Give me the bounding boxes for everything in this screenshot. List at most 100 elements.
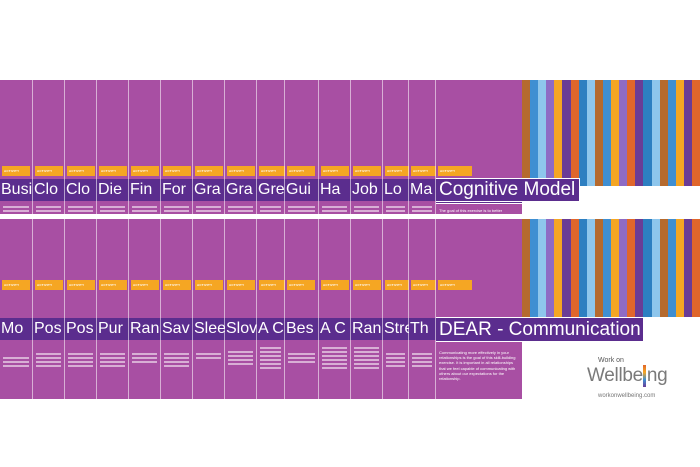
text-lines xyxy=(322,206,347,214)
text-lines xyxy=(132,206,157,214)
worksheet-title: Pos xyxy=(65,318,97,340)
stripe xyxy=(562,80,571,186)
worksheet-title: Lo xyxy=(383,179,409,201)
stripe xyxy=(602,80,612,186)
worksheet-card-20: ACTIVITY Sav xyxy=(161,219,193,399)
logo-main-text: Wellbeing xyxy=(587,365,668,386)
worksheet-title: Mo xyxy=(0,318,33,340)
stripe xyxy=(619,80,628,186)
activity-badge: ACTIVITY xyxy=(287,166,315,176)
worksheet-card-5: ACTIVITY Fin xyxy=(129,80,161,214)
worksheet-title: Gra xyxy=(193,179,225,201)
stripe xyxy=(578,219,587,317)
stripe xyxy=(554,219,563,317)
stripe xyxy=(611,219,620,317)
worksheet-card-8: ACTIVITY Gra xyxy=(225,80,257,214)
activity-badge: ACTIVITY xyxy=(259,280,285,290)
worksheet-title: Clo xyxy=(65,179,97,201)
worksheet-title: Slee xyxy=(193,318,225,340)
text-lines xyxy=(164,206,189,214)
worksheet-title: A C xyxy=(319,318,351,340)
worksheet-card-17: ACTIVITY Pos xyxy=(65,219,97,399)
worksheet-card-18: ACTIVITY Pur xyxy=(97,219,129,399)
text-lines xyxy=(196,353,221,361)
stripe xyxy=(570,219,579,317)
activity-badge: ACTIVITY xyxy=(67,280,95,290)
stripe xyxy=(667,80,676,186)
text-lines xyxy=(412,206,432,214)
work-on-wellbeing-logo: Work on Wellbeing workonwellbeing.com xyxy=(587,357,697,407)
activity-badge: ACTIVITY xyxy=(195,166,223,176)
worksheet-title: Ran xyxy=(351,318,383,340)
text-lines xyxy=(260,347,281,371)
worksheet-card-6: ACTIVITY For xyxy=(161,80,193,214)
activity-badge: ACTIVITY xyxy=(2,280,30,290)
worksheet-card-15: ACTIVITY Mo xyxy=(0,219,33,399)
activity-badge: ACTIVITY xyxy=(99,166,127,176)
worksheet-title: Ran xyxy=(129,318,161,340)
text-lines xyxy=(354,206,379,214)
worksheet-card-16: ACTIVITY Pos xyxy=(33,219,65,399)
text-lines xyxy=(132,353,157,365)
text-lines xyxy=(164,353,189,369)
stripe xyxy=(635,219,644,317)
stripe xyxy=(675,80,684,186)
text-lines xyxy=(354,347,379,371)
stripe xyxy=(619,219,628,317)
stripe xyxy=(611,80,620,186)
stripe xyxy=(562,219,571,317)
activity-badge: ACTIVITY xyxy=(321,166,349,176)
stripe xyxy=(522,219,531,317)
worksheet-card-4: ACTIVITY Die xyxy=(97,80,129,214)
text-lines xyxy=(260,206,281,214)
activity-badge: ACTIVITY xyxy=(227,166,255,176)
top-worksheet-row: ACTIVITY Busi ACTIVITY Clo ACTIVITY Clo … xyxy=(0,80,700,214)
stripe xyxy=(627,219,636,317)
worksheet-card-7: ACTIVITY Gra xyxy=(193,80,225,214)
activity-badge: ACTIVITY xyxy=(385,280,409,290)
text-lines xyxy=(322,347,347,371)
worksheet-title: Die xyxy=(97,179,129,201)
activity-badge: ACTIVITY xyxy=(259,166,285,176)
worksheet-title: Pur xyxy=(97,318,129,340)
worksheet-card-14: ACTIVITY Ma xyxy=(409,80,436,214)
text-lines xyxy=(36,206,61,214)
stripe xyxy=(594,219,603,317)
stripe xyxy=(659,219,668,317)
activity-badge: ACTIVITY xyxy=(227,280,255,290)
stripe xyxy=(554,80,563,186)
worksheet-card-24: ACTIVITY Bes xyxy=(285,219,319,399)
logo-top-text: Work on xyxy=(598,357,624,364)
stripe-pattern-top xyxy=(522,80,700,186)
worksheet-title: A C xyxy=(257,318,285,340)
stripe xyxy=(675,219,684,317)
worksheet-card-19: ACTIVITY Ran xyxy=(129,219,161,399)
activity-badge: ACTIVITY xyxy=(321,280,349,290)
worksheet-card-13: ACTIVITY Lo xyxy=(383,80,409,214)
worksheet-card-27: ACTIVITY Stre xyxy=(383,219,409,399)
worksheet-title: Job xyxy=(351,179,383,201)
worksheet-title: Clo xyxy=(33,179,65,201)
stripe xyxy=(530,80,539,186)
worksheet-title: Fin xyxy=(129,179,161,201)
stripe xyxy=(594,80,603,186)
stripe xyxy=(530,219,539,317)
stripe xyxy=(570,80,579,186)
activity-badge: ACTIVITY xyxy=(163,280,191,290)
stripe xyxy=(635,80,644,186)
stripe xyxy=(627,80,636,186)
text-lines xyxy=(36,353,61,369)
stripe xyxy=(659,80,668,186)
worksheet-card-10: ACTIVITY Gui xyxy=(285,80,319,214)
text-lines xyxy=(386,206,405,214)
stripe xyxy=(522,80,531,186)
stripe xyxy=(683,219,692,317)
featured-title-overhang: Cognitive Model xyxy=(436,178,580,202)
text-lines xyxy=(100,353,125,369)
worksheet-card-23: ACTIVITY A C xyxy=(257,219,285,399)
stripe xyxy=(691,219,700,317)
stripe xyxy=(683,80,692,186)
worksheet-card-21: ACTIVITY Slee xyxy=(193,219,225,399)
text-lines xyxy=(228,351,253,367)
text-lines xyxy=(196,206,221,214)
